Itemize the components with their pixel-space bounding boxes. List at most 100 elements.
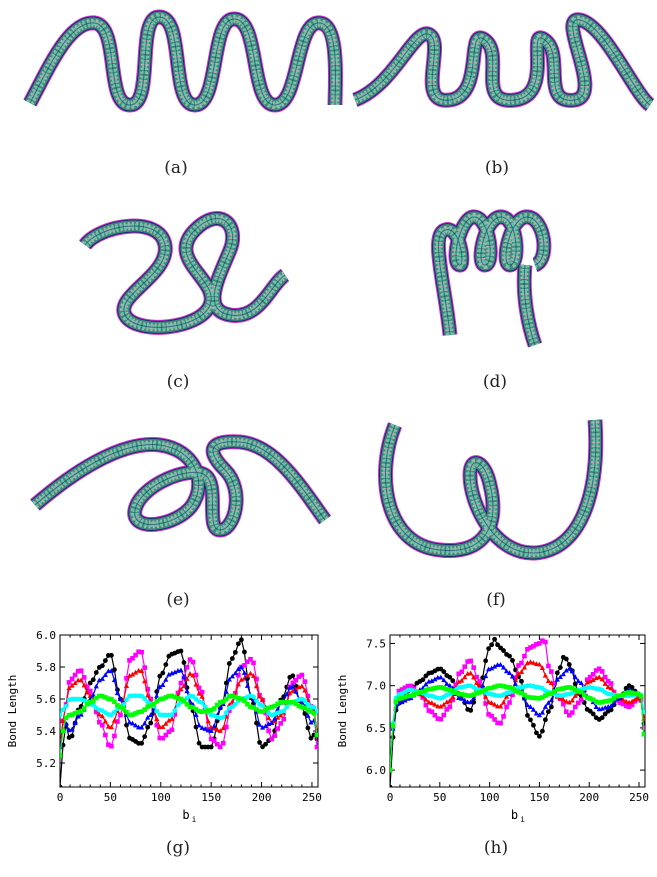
series-4 xyxy=(390,683,645,773)
data-point xyxy=(426,699,432,705)
data-point xyxy=(208,728,214,733)
data-point xyxy=(178,667,184,673)
data-point xyxy=(623,698,629,704)
series-line xyxy=(390,685,645,771)
data-point xyxy=(272,718,278,724)
data-point xyxy=(629,702,635,708)
data-point xyxy=(548,697,554,703)
data-point xyxy=(608,681,614,686)
data-point xyxy=(545,709,551,715)
data-point xyxy=(81,682,87,688)
series-line xyxy=(390,685,645,771)
data-point xyxy=(503,668,510,674)
data-point xyxy=(302,698,308,704)
data-point xyxy=(596,700,602,705)
data-point xyxy=(130,655,135,661)
data-point xyxy=(429,686,435,692)
data-point xyxy=(540,695,545,700)
data-point xyxy=(506,670,513,675)
data-point xyxy=(302,687,308,693)
data-point xyxy=(115,719,120,724)
data-point xyxy=(533,661,540,667)
data-point xyxy=(60,712,63,718)
data-point xyxy=(293,688,299,694)
data-point xyxy=(510,658,515,663)
data-point xyxy=(504,704,509,710)
data-point xyxy=(172,694,178,700)
data-point xyxy=(235,681,241,687)
data-point xyxy=(486,686,491,691)
data-point xyxy=(187,670,193,676)
data-point xyxy=(512,681,519,687)
data-point xyxy=(471,692,476,697)
data-point xyxy=(124,697,129,703)
data-point xyxy=(557,665,563,670)
data-point xyxy=(72,672,78,678)
data-point xyxy=(519,678,524,684)
data-point xyxy=(635,695,641,701)
data-point xyxy=(260,709,265,714)
data-point xyxy=(429,709,435,715)
ribbon-strands xyxy=(378,419,604,561)
data-point xyxy=(525,694,530,700)
data-point xyxy=(166,693,172,699)
data-point xyxy=(193,672,199,678)
data-point xyxy=(114,690,121,696)
data-point xyxy=(63,703,69,709)
data-point xyxy=(480,682,486,688)
data-point xyxy=(69,726,75,732)
ribbon-strands xyxy=(79,211,290,335)
data-point xyxy=(193,724,199,730)
data-point xyxy=(462,664,468,669)
data-point xyxy=(287,699,293,705)
x-tick-label: 250 xyxy=(302,791,322,804)
data-point xyxy=(516,689,521,695)
data-point xyxy=(124,676,129,681)
data-point xyxy=(483,687,488,692)
series-5 xyxy=(390,683,645,773)
caption-h: (h) xyxy=(483,838,509,858)
y-axis-label: Bond Length xyxy=(336,675,349,748)
data-point xyxy=(220,725,226,731)
data-point xyxy=(441,685,447,691)
data-point xyxy=(132,722,139,728)
data-point xyxy=(450,694,456,699)
data-point xyxy=(471,665,476,670)
data-point xyxy=(608,698,614,703)
data-point xyxy=(133,711,138,716)
data-point xyxy=(411,692,417,697)
data-point xyxy=(126,719,133,725)
data-point xyxy=(441,712,447,718)
data-point xyxy=(112,709,117,715)
data-point xyxy=(495,720,500,726)
data-point xyxy=(78,668,84,674)
data-point xyxy=(102,718,108,724)
data-point xyxy=(450,678,456,684)
data-point xyxy=(393,699,399,705)
data-point xyxy=(519,660,524,666)
data-point xyxy=(593,704,599,710)
y-tick-label: 5.4 xyxy=(36,725,56,738)
data-point xyxy=(239,637,244,643)
data-point xyxy=(308,735,314,741)
data-point xyxy=(278,712,284,718)
data-point xyxy=(608,685,614,691)
caption-f: (f) xyxy=(486,590,506,610)
data-point xyxy=(471,695,477,701)
data-point xyxy=(199,709,205,715)
data-point xyxy=(423,687,429,693)
data-point xyxy=(129,720,136,726)
data-point xyxy=(130,712,135,717)
data-point xyxy=(229,673,235,679)
data-point xyxy=(299,672,305,678)
data-point xyxy=(314,732,318,738)
data-point xyxy=(296,674,302,679)
data-point xyxy=(242,663,247,668)
data-point xyxy=(169,693,175,699)
data-point xyxy=(617,693,623,699)
data-point xyxy=(608,703,614,708)
data-point xyxy=(223,724,229,730)
data-point xyxy=(190,659,196,665)
x-axis-label: b xyxy=(511,808,518,822)
x-tick-label: 0 xyxy=(387,791,394,804)
